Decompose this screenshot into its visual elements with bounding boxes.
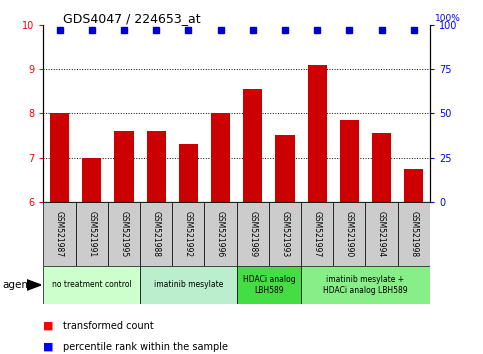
Text: GDS4047 / 224653_at: GDS4047 / 224653_at	[63, 12, 200, 25]
Text: ■: ■	[43, 342, 54, 352]
Text: HDACi analog
LBH589: HDACi analog LBH589	[242, 275, 295, 295]
Bar	[146, 131, 166, 202]
Text: transformed count: transformed count	[63, 321, 154, 331]
Text: no treatment control: no treatment control	[52, 280, 132, 290]
Bar	[275, 136, 295, 202]
Bar	[43, 202, 76, 266]
Text: GSM521989: GSM521989	[248, 211, 257, 257]
Bar	[140, 202, 172, 266]
Bar	[340, 120, 359, 202]
Text: GSM521994: GSM521994	[377, 211, 386, 257]
Bar	[333, 202, 366, 266]
Bar	[404, 169, 424, 202]
Text: GSM521997: GSM521997	[313, 211, 322, 257]
Bar	[211, 113, 230, 202]
Text: GSM521988: GSM521988	[152, 211, 161, 257]
Text: percentile rank within the sample: percentile rank within the sample	[63, 342, 228, 352]
Bar	[140, 266, 237, 304]
Bar	[237, 266, 301, 304]
Polygon shape	[27, 280, 41, 290]
Bar	[237, 202, 269, 266]
Text: GSM521998: GSM521998	[409, 211, 418, 257]
Bar	[269, 202, 301, 266]
Bar	[301, 202, 333, 266]
Bar	[366, 202, 398, 266]
Text: agent: agent	[2, 280, 32, 290]
Text: ■: ■	[43, 321, 54, 331]
Text: GSM521987: GSM521987	[55, 211, 64, 257]
Bar	[76, 202, 108, 266]
Bar	[50, 113, 69, 202]
Bar	[308, 65, 327, 202]
Text: GSM521991: GSM521991	[87, 211, 96, 257]
Bar	[114, 131, 134, 202]
Text: imatinib mesylate +
HDACi analog LBH589: imatinib mesylate + HDACi analog LBH589	[323, 275, 408, 295]
Bar	[204, 202, 237, 266]
Text: GSM521995: GSM521995	[119, 211, 128, 257]
Bar	[243, 89, 262, 202]
Bar	[172, 202, 204, 266]
Text: GSM521992: GSM521992	[184, 211, 193, 257]
Text: GSM521990: GSM521990	[345, 211, 354, 257]
Bar	[372, 133, 391, 202]
Bar	[108, 202, 140, 266]
Text: 100%: 100%	[435, 14, 461, 23]
Bar	[398, 202, 430, 266]
Bar	[43, 266, 140, 304]
Bar	[179, 144, 198, 202]
Text: GSM521993: GSM521993	[281, 211, 289, 257]
Bar	[301, 266, 430, 304]
Bar	[82, 158, 101, 202]
Text: GSM521996: GSM521996	[216, 211, 225, 257]
Text: imatinib mesylate: imatinib mesylate	[154, 280, 223, 290]
